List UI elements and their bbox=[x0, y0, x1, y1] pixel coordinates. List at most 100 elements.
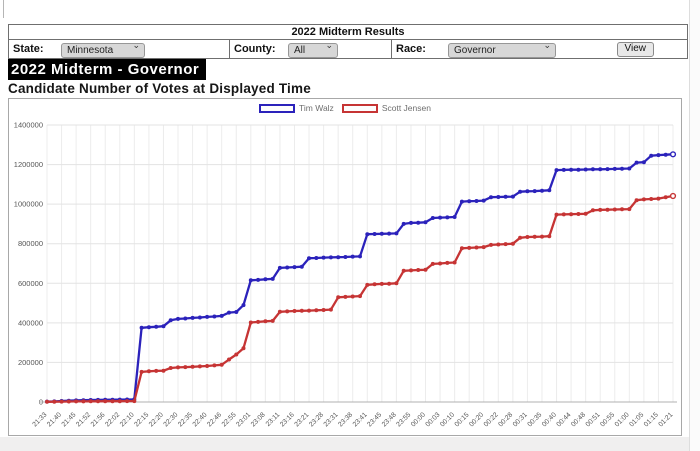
series-point bbox=[510, 194, 515, 199]
series-point bbox=[518, 189, 523, 194]
race-label: Race: bbox=[396, 43, 426, 55]
series-point bbox=[183, 316, 188, 321]
county-select[interactable]: All bbox=[288, 43, 338, 58]
series-point bbox=[350, 254, 355, 259]
series-point bbox=[387, 281, 392, 286]
filter-controls-row: State: Minnesota County: All Race: Gover… bbox=[9, 40, 687, 58]
series-point bbox=[496, 242, 501, 247]
series-point bbox=[328, 307, 333, 312]
x-tick-label: 00:48 bbox=[570, 411, 587, 428]
page-bottom-background bbox=[0, 437, 700, 451]
x-tick-label: 00:15 bbox=[454, 411, 471, 428]
view-button[interactable]: View bbox=[616, 41, 654, 57]
series-tim-walz bbox=[45, 151, 677, 404]
race-filter-cell: Race: Governor View bbox=[391, 40, 687, 58]
y-tick-label: 1200000 bbox=[14, 160, 43, 169]
series-point bbox=[510, 241, 515, 246]
x-tick-label: 00:00 bbox=[410, 411, 427, 428]
series-point bbox=[336, 295, 341, 300]
series-point bbox=[299, 264, 304, 269]
series-point bbox=[438, 261, 443, 266]
series-point bbox=[489, 242, 493, 247]
x-tick-label: 22:20 bbox=[148, 411, 165, 428]
series-point bbox=[154, 368, 159, 373]
legend-item-tim-walz: Tim Walz bbox=[259, 103, 334, 113]
series-point bbox=[656, 196, 661, 201]
series-point bbox=[45, 399, 49, 404]
series-point bbox=[328, 255, 333, 260]
series-point bbox=[197, 315, 202, 320]
series-point bbox=[227, 310, 231, 315]
series-point bbox=[190, 315, 195, 320]
series-point bbox=[103, 399, 108, 404]
series-point bbox=[438, 215, 443, 220]
y-tick-label: 400000 bbox=[18, 318, 43, 327]
series-point bbox=[481, 198, 486, 203]
state-select[interactable]: Minnesota bbox=[61, 43, 145, 58]
x-tick-label: 00:51 bbox=[585, 411, 602, 428]
series-point bbox=[503, 242, 508, 247]
series-point bbox=[358, 254, 362, 259]
series-point bbox=[125, 399, 130, 404]
series-point bbox=[649, 197, 654, 201]
series-point bbox=[576, 212, 581, 216]
x-tick-label: 00:20 bbox=[468, 411, 485, 428]
series-point bbox=[598, 207, 603, 212]
series-point bbox=[285, 265, 290, 270]
series-point bbox=[590, 208, 595, 213]
series-point bbox=[343, 294, 348, 299]
y-gridlines-and-ticks: 0200000400000600000800000100000012000001… bbox=[14, 121, 673, 407]
series-point bbox=[605, 167, 610, 172]
series-point bbox=[525, 235, 530, 239]
y-tick-label: 600000 bbox=[18, 279, 43, 288]
chart-legend: Tim Walz Scott Jensen bbox=[9, 103, 681, 113]
series-point bbox=[547, 234, 552, 239]
series-point bbox=[117, 399, 122, 404]
x-tick-label: 23:38 bbox=[337, 411, 354, 428]
series-point bbox=[59, 399, 64, 404]
x-tick-label: 22:15 bbox=[133, 411, 150, 428]
series-point bbox=[641, 160, 646, 165]
series-point bbox=[445, 260, 450, 265]
series-point bbox=[401, 221, 406, 226]
state-select-wrap: Minnesota bbox=[61, 40, 145, 58]
legend-label: Scott Jensen bbox=[381, 103, 431, 113]
state-filter-cell: State: Minnesota bbox=[9, 40, 229, 58]
x-tick-label: 23:21 bbox=[293, 411, 310, 428]
series-point bbox=[394, 281, 399, 286]
page-title: 2022 Midterm - Governor bbox=[8, 59, 207, 80]
series-point bbox=[110, 399, 115, 404]
series-last-point bbox=[669, 192, 677, 200]
y-tick-label: 1000000 bbox=[14, 200, 43, 209]
series-point bbox=[154, 324, 159, 329]
series-point bbox=[81, 399, 86, 404]
series-point bbox=[219, 362, 224, 367]
series-point bbox=[445, 215, 450, 220]
series-point bbox=[489, 195, 493, 200]
series-point bbox=[612, 207, 617, 212]
series-point bbox=[263, 319, 268, 324]
series-point bbox=[74, 399, 79, 404]
votes-chart: Tim Walz Scott Jensen 0 200000 400000 600000… bbox=[8, 98, 682, 436]
x-tick-label: 21:33 bbox=[31, 411, 48, 428]
series-point bbox=[569, 167, 574, 172]
x-tick-label: 01:15 bbox=[643, 411, 660, 428]
series-point bbox=[307, 256, 311, 261]
series-point bbox=[554, 168, 559, 173]
series-point bbox=[212, 314, 217, 319]
series-point bbox=[656, 153, 661, 158]
series-point bbox=[379, 281, 384, 286]
series-point bbox=[365, 232, 370, 237]
series-point bbox=[409, 220, 413, 225]
series-point bbox=[66, 399, 71, 404]
series-point bbox=[554, 212, 559, 217]
race-select[interactable]: Governor bbox=[448, 43, 556, 58]
series-point bbox=[248, 278, 253, 283]
series-point bbox=[139, 325, 144, 330]
series-point bbox=[569, 212, 574, 217]
series-point bbox=[387, 231, 392, 236]
series-last-point bbox=[669, 151, 677, 158]
series-point bbox=[620, 166, 624, 171]
series-point bbox=[583, 167, 588, 172]
series-point bbox=[161, 324, 166, 329]
